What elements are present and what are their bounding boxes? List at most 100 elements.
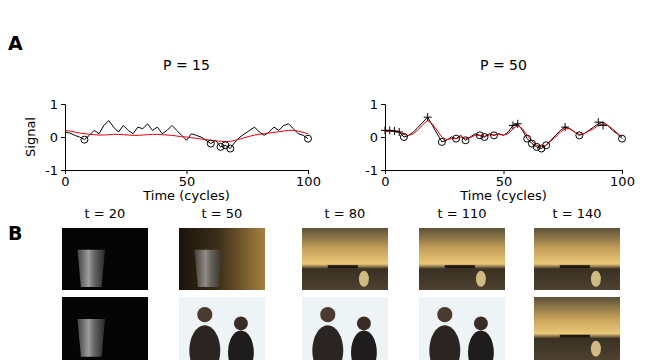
plot-area: [65, 121, 312, 153]
tick-label: -1: [365, 163, 378, 178]
tick-mark: [381, 104, 385, 105]
axis-line: [381, 105, 386, 171]
tick: -1: [45, 163, 65, 178]
tick-label: 1: [50, 97, 58, 112]
y-axis-title: Signal: [23, 117, 38, 157]
frame-title: t = 80: [325, 206, 366, 221]
x-axis: 0 50 100: [61, 170, 321, 189]
frame-background: [179, 228, 265, 290]
frame-glass: [77, 319, 105, 357]
chart-title: P = 50: [480, 57, 527, 73]
panel-label: A: [8, 32, 23, 54]
frame-reflection: [476, 271, 486, 287]
frame-ship: [560, 265, 590, 268]
frame-image: [302, 228, 388, 290]
marker-circle: [227, 145, 234, 152]
frame-person: [312, 325, 343, 360]
tick-mark: [61, 170, 65, 171]
tick: 1: [370, 97, 385, 112]
marker-circle: [619, 135, 626, 142]
tick: 50: [179, 170, 196, 189]
frame-title: t = 20: [85, 206, 126, 221]
tick-label: -1: [45, 163, 58, 178]
frame-reflection: [359, 271, 369, 287]
frame-ship: [328, 265, 358, 268]
frame-person: [228, 330, 254, 360]
marker-circle: [476, 132, 483, 139]
frame-image: [534, 228, 620, 290]
marker-plus: [561, 123, 569, 131]
frame-reflection: [591, 271, 601, 287]
frame-head: [437, 307, 452, 322]
marker-circle: [453, 135, 460, 142]
tick: -1: [365, 163, 385, 178]
marker-circle: [481, 134, 488, 141]
frame-background: [62, 228, 148, 290]
marker-circle: [543, 142, 550, 149]
tick-label: 0: [50, 130, 58, 145]
marker-circle: [217, 143, 224, 150]
frame-head: [357, 317, 371, 331]
marker-circle: [462, 137, 469, 144]
frame-title: t = 140: [552, 206, 601, 221]
tick-label: 50: [179, 174, 196, 189]
tick: 0: [61, 170, 69, 189]
frame-image: [179, 297, 265, 360]
tick-mark: [381, 137, 385, 138]
frame-person: [468, 330, 494, 360]
marker-circle: [538, 145, 545, 152]
marker-plus: [395, 128, 403, 136]
marker-circle: [528, 140, 535, 147]
tick: 1: [50, 97, 65, 112]
series-line: [385, 121, 622, 147]
frame-head: [320, 307, 335, 322]
frame-head: [474, 317, 488, 331]
frame-background: [534, 297, 620, 360]
tick-label: 1: [370, 97, 378, 112]
tick-mark: [61, 137, 65, 138]
marker-plus: [509, 121, 517, 129]
frame-head: [234, 317, 248, 331]
figure: AB050100-101P = 15Time (cycles)Signal050…: [0, 0, 646, 360]
tick: 0: [50, 130, 65, 145]
image-strip: t = 20t = 50t = 80t = 110t = 140: [62, 206, 620, 360]
tick: 50: [496, 170, 513, 189]
marker-plus: [424, 113, 432, 121]
frame-head: [197, 307, 212, 322]
marker-circle: [438, 138, 445, 145]
frame-image: [62, 297, 148, 360]
tick-mark: [61, 104, 65, 105]
frame-title: t = 50: [202, 206, 243, 221]
marker-plus: [514, 120, 522, 128]
y-axis: -1 0 1: [45, 97, 65, 178]
y-axis: -101: [365, 97, 385, 178]
tick-label: 100: [296, 174, 321, 189]
marker-circle: [222, 142, 229, 149]
frame-image: [419, 228, 505, 290]
marker-circle: [533, 143, 540, 150]
frame-person: [429, 325, 460, 360]
frame-image: [62, 228, 148, 290]
tick-mark: [381, 170, 385, 171]
chart: 050100-101P = 15Time (cycles)Signal: [23, 57, 321, 203]
tick: 100: [610, 170, 635, 189]
chart-title: P = 15: [163, 57, 210, 73]
series-line: [65, 121, 308, 149]
marker-circle: [305, 135, 312, 142]
tick-label: 0: [381, 174, 389, 189]
tick-label: 50: [496, 174, 513, 189]
tick: 100: [296, 170, 321, 189]
frame-ship: [445, 265, 475, 268]
frame-image: [534, 297, 620, 360]
frame-background: [62, 297, 148, 360]
frame-background: [302, 228, 388, 290]
frame-image: [179, 228, 265, 290]
frame-glass: [194, 250, 222, 287]
series-line: [385, 117, 622, 148]
tick-label: 100: [610, 174, 635, 189]
x-axis-title: Time (cycles): [459, 188, 546, 203]
chart: 0 50 100 -101 P = 50 Time (cycles): [365, 57, 635, 203]
x-axis-title: Time (cycles): [142, 188, 229, 203]
series-line: [65, 130, 308, 141]
frame-glass: [77, 250, 105, 287]
